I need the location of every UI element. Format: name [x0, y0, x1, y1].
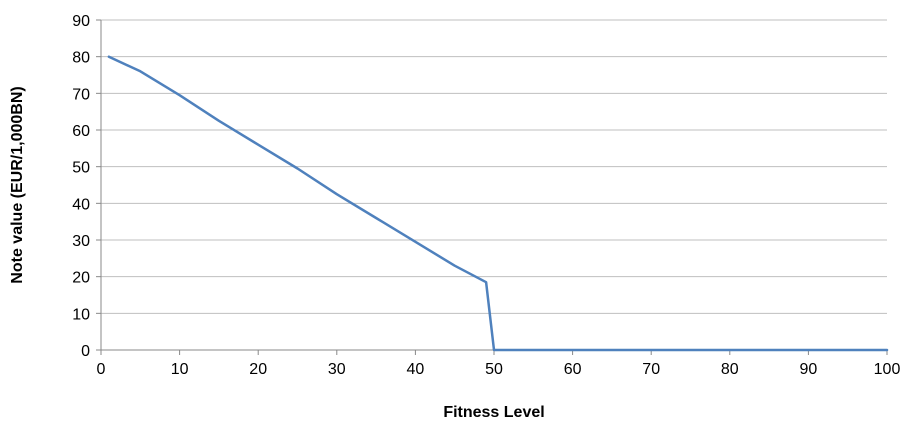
x-tick-label-10: 100 — [874, 361, 901, 378]
y-tick-label-7: 70 — [72, 86, 90, 103]
x-axis-title: Fitness Level — [443, 404, 544, 421]
y-axis-title: Note value (EUR/1,000BN) — [9, 86, 26, 283]
y-tick-label-2: 20 — [72, 270, 90, 287]
y-tick-label-9: 90 — [72, 13, 90, 30]
x-tick-label-6: 60 — [564, 361, 582, 378]
x-tick-label-0: 0 — [97, 361, 106, 378]
x-tick-label-3: 30 — [328, 361, 346, 378]
y-tick-label-1: 10 — [72, 306, 90, 323]
x-tick-label-4: 40 — [407, 361, 425, 378]
y-tick-label-6: 60 — [72, 123, 90, 140]
y-tick-label-3: 30 — [72, 233, 90, 250]
y-tick-label-5: 50 — [72, 160, 90, 177]
axes — [96, 19, 888, 355]
series-line-0 — [107, 55, 889, 352]
y-tick-labels: 0 10 20 30 40 50 60 70 80 90 — [72, 13, 90, 360]
x-tick-label-5: 50 — [485, 361, 503, 378]
x-tick-label-2: 20 — [249, 361, 267, 378]
grid-lines — [101, 19, 887, 314]
x-tick-label-9: 90 — [800, 361, 818, 378]
x-tick-label-1: 10 — [171, 361, 189, 378]
series-group — [107, 55, 889, 352]
y-tick-label-4: 40 — [72, 196, 90, 213]
y-tick-label-0: 0 — [81, 343, 90, 360]
x-tick-label-8: 80 — [721, 361, 739, 378]
x-tick-label-7: 70 — [642, 361, 660, 378]
x-tick-labels: 0 10 20 30 40 50 60 70 80 90 100 — [97, 361, 901, 378]
y-tick-label-8: 80 — [72, 50, 90, 67]
